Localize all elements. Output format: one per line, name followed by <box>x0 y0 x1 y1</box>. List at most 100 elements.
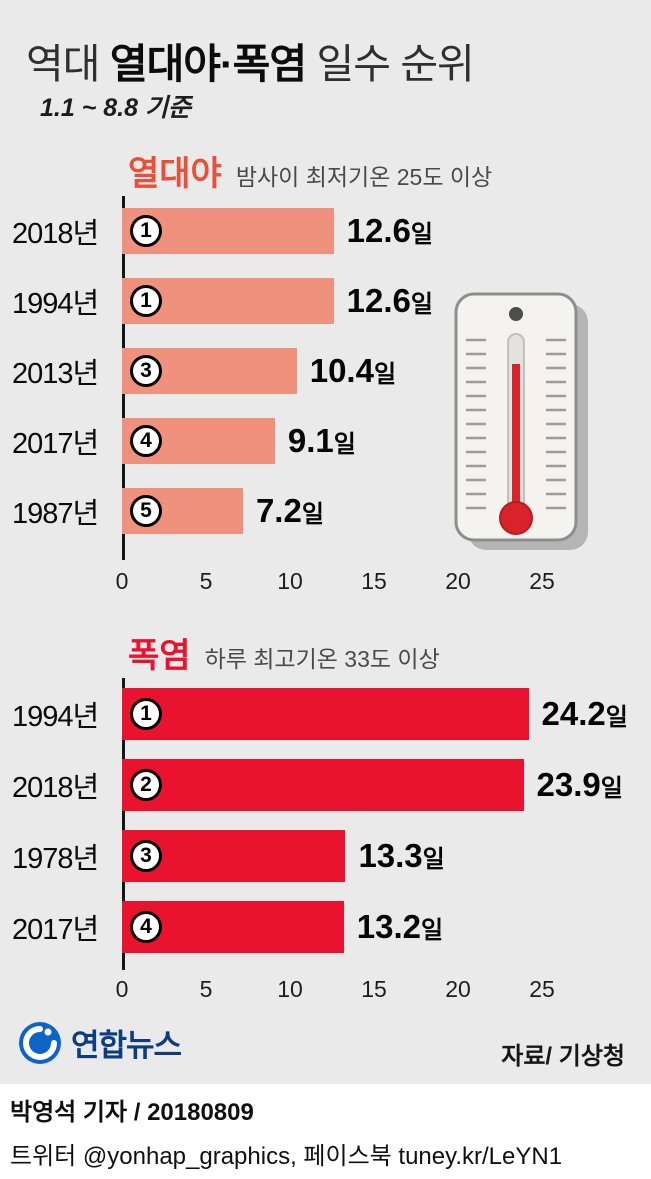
bar-track: 4 9.1일 <box>122 418 651 464</box>
axis-tick-label: 15 <box>361 568 387 594</box>
axis-tick-label: 5 <box>199 568 213 594</box>
year-label: 2017년 <box>12 428 99 460</box>
chart-title: 열대야 <box>128 155 222 193</box>
bar-row: 1994년 1 24.2일 <box>0 678 651 749</box>
bar-row: 2013년 3 10.4일 <box>0 336 651 406</box>
social-links: 트위터 @yonhap_graphics, 페이스북 tuney.kr/LeYN… <box>10 1143 563 1170</box>
bar-row: 2018년 1 12.6일 <box>0 196 651 266</box>
bar-track: 1 24.2일 <box>122 687 651 740</box>
yonhap-logo-icon <box>19 1021 61 1064</box>
value-unit: 일 <box>410 291 433 318</box>
chart-title: 폭염 <box>128 637 191 675</box>
rank-badge: 4 <box>130 910 162 943</box>
value-number: 10.4 <box>309 352 374 389</box>
year-label: 2013년 <box>12 358 99 390</box>
bar-row: 1987년 5 7.2일 <box>0 476 651 546</box>
logo-text: 연합뉴스 <box>71 1028 182 1063</box>
rank-badge: 1 <box>130 215 162 247</box>
axis-tick-label: 20 <box>445 568 471 594</box>
value-number: 12.6 <box>346 282 411 319</box>
value-number: 13.3 <box>358 836 423 874</box>
yonhap-logo: 연합뉴스 <box>18 1020 182 1065</box>
credits-strip: 박영석 기자 / 20180809 트위터 @yonhap_graphics, … <box>0 1084 651 1179</box>
value-label: 12.6일 <box>347 212 433 250</box>
bar: 1 <box>122 278 334 324</box>
bar-track: 3 10.4일 <box>122 348 651 394</box>
chart-subtitle: 하루 최고기온 33도 이상 <box>204 646 440 672</box>
x-axis-tick-labels: 0 5 10 15 20 25 <box>0 568 651 596</box>
axis-tick-label: 20 <box>445 976 471 1002</box>
bar-track: 3 13.3일 <box>122 829 651 882</box>
bar: 4 <box>122 900 344 953</box>
page-title: 역대 열대야·폭염 일수 순위 <box>26 30 475 90</box>
chart-subtitle: 밤사이 최저기온 25도 이상 <box>235 164 493 190</box>
axis-tick-label: 15 <box>361 976 387 1002</box>
axis-tick-label: 25 <box>529 976 555 1002</box>
value-unit: 일 <box>600 774 623 802</box>
axis-tick-label: 10 <box>277 568 303 594</box>
bar-row: 2018년 2 23.9일 <box>0 749 651 820</box>
rank-badge: 1 <box>130 285 162 317</box>
value-unit: 일 <box>605 703 628 731</box>
axis-tick-label: 5 <box>199 976 213 1002</box>
value-number: 9.1 <box>287 422 334 459</box>
value-number: 24.2 <box>541 694 606 732</box>
axis-tick-label: 10 <box>277 976 303 1002</box>
bar: 3 <box>122 829 346 882</box>
bar-track: 2 23.9일 <box>122 758 651 811</box>
value-unit: 일 <box>301 501 324 528</box>
source-credit: 자료/ 기상청 <box>501 1043 625 1070</box>
title-suffix: 일수 순위 <box>306 41 475 87</box>
value-label: 13.3일 <box>358 837 444 875</box>
axis-tick-label: 0 <box>115 568 129 594</box>
bar: 3 <box>122 348 297 394</box>
value-unit: 일 <box>422 845 445 873</box>
reporter-byline: 박영석 기자 / 20180809 <box>10 1099 254 1126</box>
year-label: 1978년 <box>12 842 99 875</box>
tropical-night-chart-header: 열대야 밤사이 최저기온 25도 이상 <box>128 146 492 195</box>
year-label: 2018년 <box>12 771 99 804</box>
year-label: 1994년 <box>12 700 99 733</box>
heatwave-bars: 1994년 1 24.2일 2018년 2 23.9일 1978년 3 13.3일 2017년 4 1… <box>0 678 651 962</box>
y-axis-line <box>122 678 125 970</box>
bar-row: 2017년 4 9.1일 <box>0 406 651 476</box>
value-number: 23.9 <box>536 765 601 803</box>
rank-badge: 4 <box>130 425 162 457</box>
bar-track: 1 12.6일 <box>122 208 651 254</box>
date-range-note: 1.1 ~ 8.8 기준 <box>40 94 191 122</box>
year-label: 2018년 <box>12 218 99 250</box>
title-bold: 열대야·폭염 <box>109 41 307 87</box>
value-label: 13.2일 <box>357 908 443 946</box>
value-label: 10.4일 <box>310 352 396 390</box>
bar-row: 1978년 3 13.3일 <box>0 820 651 891</box>
value-label: 12.6일 <box>347 282 433 320</box>
year-label: 1994년 <box>12 288 99 320</box>
value-unit: 일 <box>410 221 433 248</box>
heatwave-chart-header: 폭염 하루 최고기온 33도 이상 <box>128 628 440 677</box>
value-unit: 일 <box>373 361 397 388</box>
year-label: 2017년 <box>12 913 99 946</box>
bar: 1 <box>122 208 334 254</box>
axis-tick-label: 0 <box>115 976 129 1002</box>
x-axis-tick-labels: 0 5 10 15 20 25 <box>0 976 651 1004</box>
rank-badge: 5 <box>130 495 162 527</box>
thermometer-illustration <box>452 290 604 563</box>
rank-badge: 1 <box>130 697 162 730</box>
value-unit: 일 <box>333 431 356 458</box>
bar-track: 5 7.2일 <box>122 488 651 534</box>
bar-track: 4 13.2일 <box>122 900 651 953</box>
rank-badge: 3 <box>130 839 162 872</box>
bar-track: 1 12.6일 <box>122 278 651 324</box>
value-label: 24.2일 <box>542 695 628 733</box>
bar-row: 2017년 4 13.2일 <box>0 891 651 962</box>
thermometer-icon <box>454 292 588 550</box>
rank-badge: 2 <box>130 768 162 801</box>
title-prefix: 역대 <box>26 41 110 87</box>
axis-tick-label: 25 <box>529 568 555 594</box>
value-unit: 일 <box>420 916 444 944</box>
value-number: 13.2 <box>356 907 421 945</box>
tropical-night-bars: 2018년 1 12.6일 1994년 1 12.6일 2013년 3 10.4일 2017년 4 9… <box>0 196 651 546</box>
value-label: 23.9일 <box>537 766 623 804</box>
bar: 2 <box>122 758 524 811</box>
